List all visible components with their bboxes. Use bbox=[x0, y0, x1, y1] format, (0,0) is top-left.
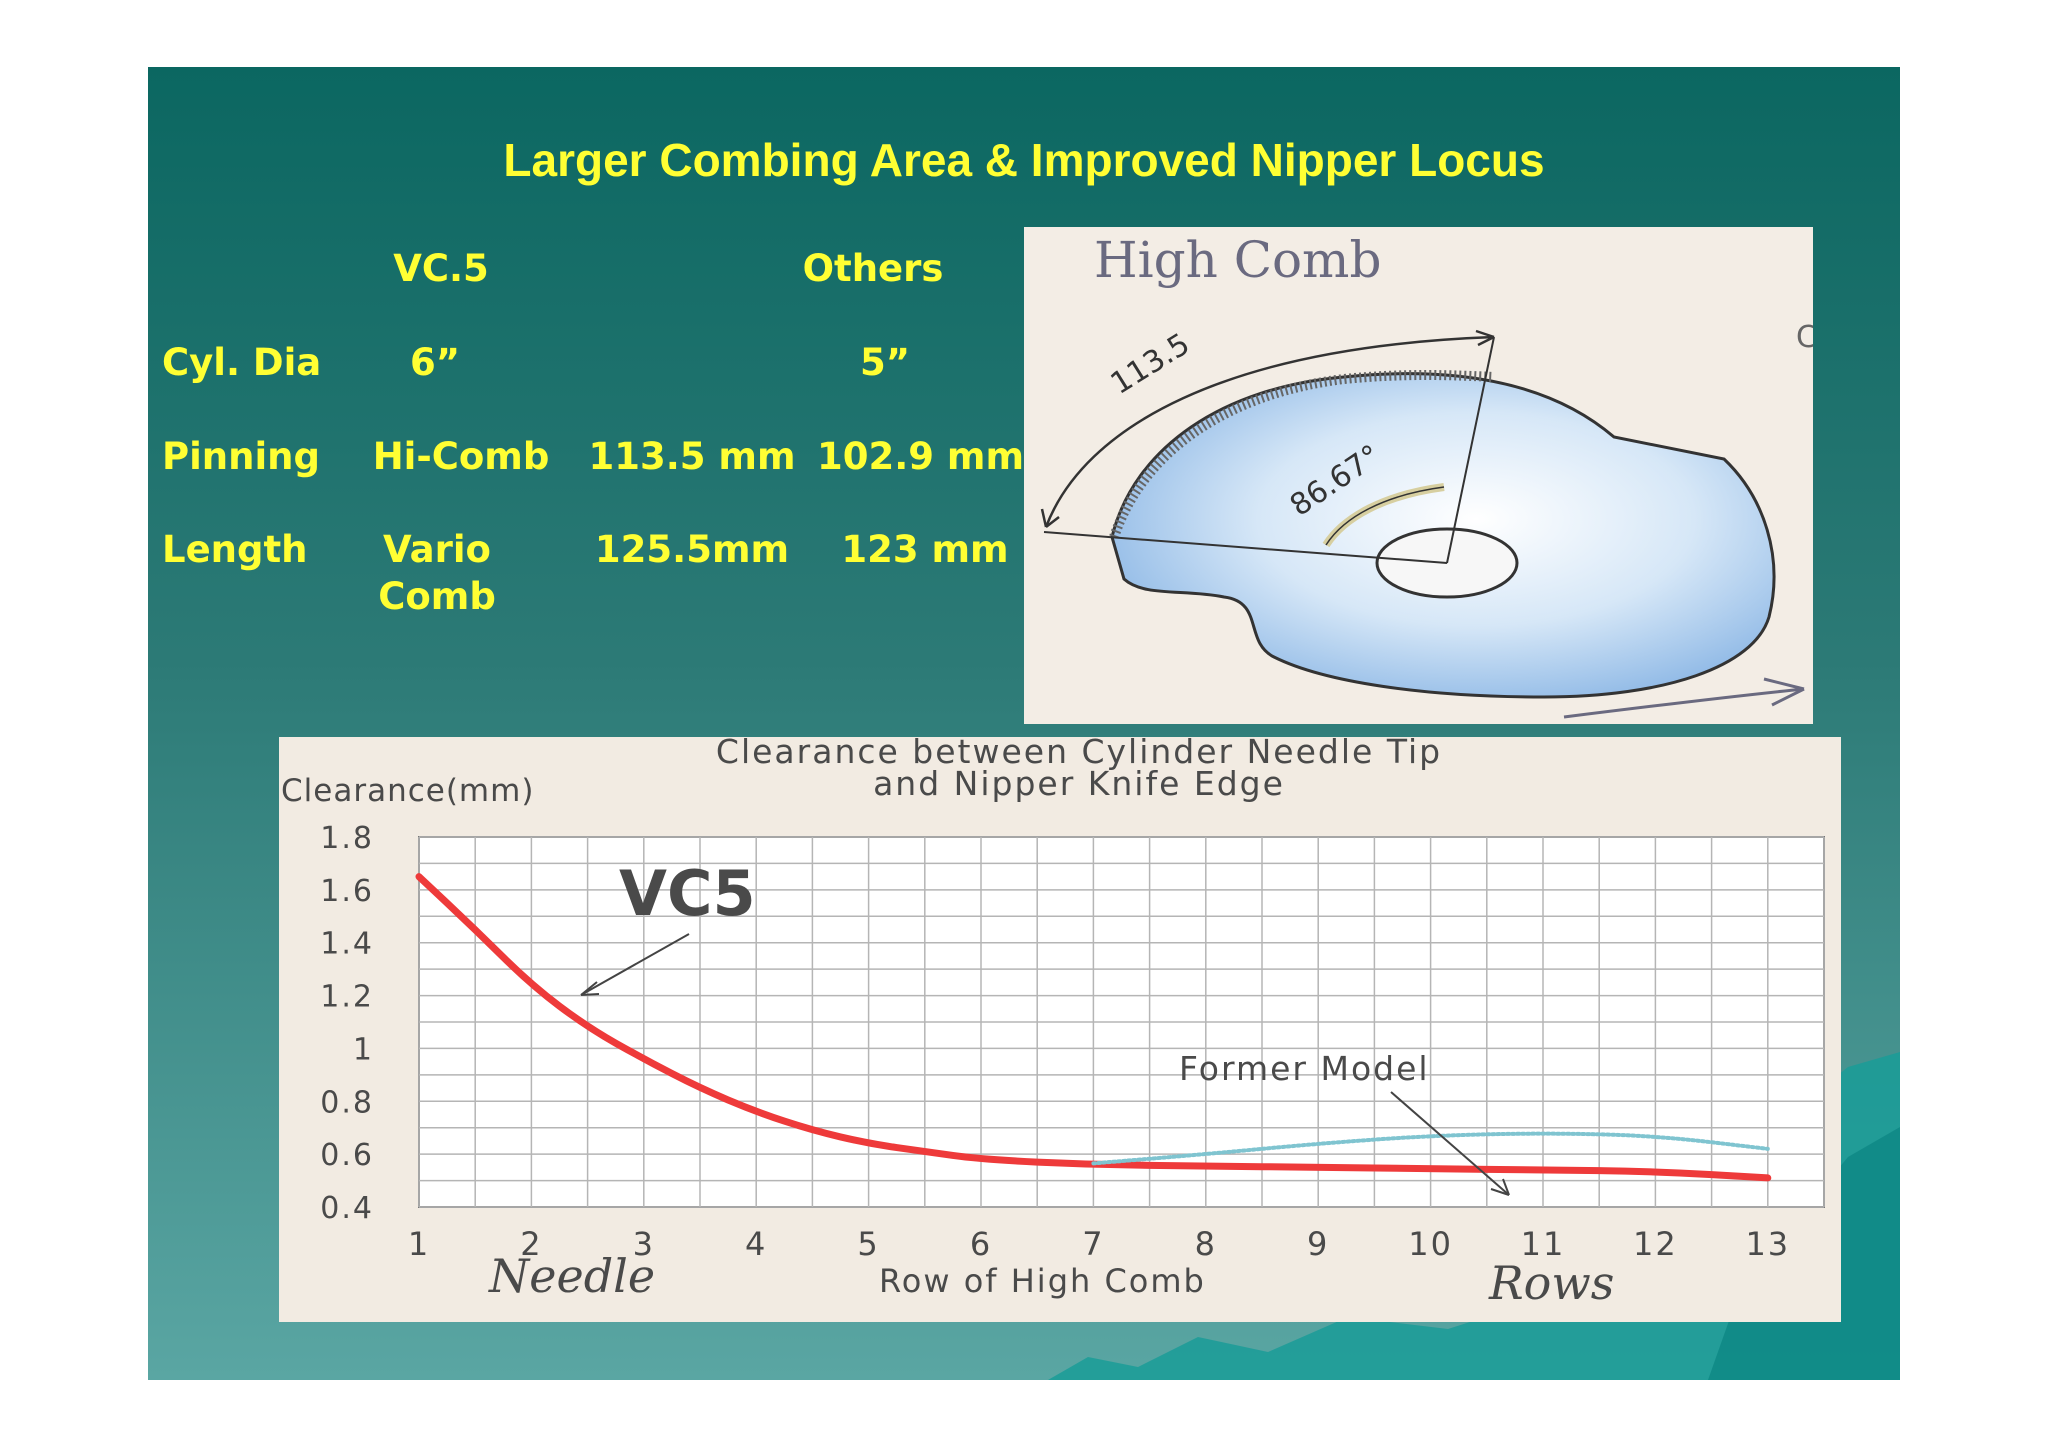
y-tick-label: 1 bbox=[353, 1032, 374, 1067]
chart-grid bbox=[418, 836, 1825, 1208]
y-tick-label: 1.4 bbox=[320, 927, 374, 962]
x-tick-label: 2 bbox=[520, 1225, 542, 1263]
x-tick-label: 7 bbox=[1082, 1225, 1104, 1263]
x-label-handwritten-left: Needle bbox=[488, 1249, 655, 1303]
row-label-pinning: Pinning bbox=[162, 435, 320, 478]
direction-arrow bbox=[1563, 687, 1805, 719]
clearance-chart: Clearance between Cylinder Needle Tip an… bbox=[279, 737, 1841, 1322]
length-others: 123 mm bbox=[841, 528, 1009, 571]
arc-dimension bbox=[1044, 335, 1495, 528]
diagram-caption: High Comb bbox=[1094, 231, 1381, 289]
series-lines bbox=[415, 873, 1772, 1182]
x-tick-label: 8 bbox=[1195, 1225, 1217, 1263]
chart-title-line1: Clearance between Cylinder Needle Tip bbox=[716, 737, 1442, 771]
length-vc5-name-line1: Vario bbox=[383, 528, 491, 571]
series-line-vc5 bbox=[415, 873, 1772, 1182]
comb-teeth bbox=[1109, 370, 1495, 539]
length-vc5-value: 125.5mm bbox=[594, 528, 790, 571]
x-tick-label: 12 bbox=[1633, 1225, 1678, 1263]
y-tick-label: 0.6 bbox=[320, 1138, 374, 1173]
high-comb-diagram: High Comb C 113.5 86.67° bbox=[1024, 227, 1813, 724]
x-tick-labels: 1 2 3 4 5 6 7 8 9 10 11 12 13 bbox=[408, 1225, 1790, 1263]
header-vc5: VC.5 bbox=[393, 247, 489, 290]
x-label-handwritten-right: Rows bbox=[1488, 1256, 1614, 1310]
row-label-cyl-dia: Cyl. Dia bbox=[162, 341, 322, 384]
y-tick-label: 1.2 bbox=[320, 980, 374, 1015]
pinning-others: 102.9 mm bbox=[817, 435, 1025, 478]
pinning-vc5-value: 113.5 mm bbox=[588, 435, 796, 478]
vc5-series-annotation: VC5 bbox=[619, 857, 756, 930]
chart-title-line2: and Nipper Knife Edge bbox=[873, 764, 1285, 803]
y-tick-label: 1.6 bbox=[320, 874, 374, 909]
row-label-length: Length bbox=[162, 528, 308, 571]
y-axis-label: Clearance(mm) bbox=[281, 773, 534, 809]
y-tick-label: 1.8 bbox=[320, 821, 374, 856]
x-tick-label: 5 bbox=[857, 1225, 879, 1263]
cyl-dia-others: 5” bbox=[859, 341, 911, 384]
former-model-annotation-arrow bbox=[1390, 1091, 1510, 1196]
x-tick-label: 3 bbox=[633, 1225, 655, 1263]
x-tick-label: 13 bbox=[1745, 1225, 1790, 1263]
x-tick-label: 9 bbox=[1307, 1225, 1329, 1263]
radius-line-left bbox=[1043, 531, 1448, 564]
length-vc5-name-line2: Comb bbox=[378, 575, 496, 618]
y-tick-labels: 1.8 1.6 1.4 1.2 1 0.8 0.6 0.4 bbox=[320, 821, 374, 1226]
x-tick-label: 6 bbox=[970, 1225, 992, 1263]
former-model-annotation: Former Model bbox=[1179, 1049, 1430, 1088]
y-tick-label: 0.8 bbox=[320, 1085, 374, 1120]
x-axis-label: Row of High Comb bbox=[879, 1262, 1206, 1300]
y-tick-label: 0.4 bbox=[320, 1191, 374, 1226]
x-tick-label: 1 bbox=[408, 1225, 430, 1263]
pinning-vc5-name: Hi-Comb bbox=[372, 435, 550, 478]
arc-length-label: 113.5 bbox=[1105, 327, 1196, 402]
series-line-former-model bbox=[1091, 1131, 1770, 1166]
x-tick-label: 4 bbox=[745, 1225, 767, 1263]
slide: Larger Combing Area & Improved Nipper Lo… bbox=[148, 67, 1900, 1380]
x-tick-label: 11 bbox=[1521, 1225, 1566, 1263]
cyl-dia-vc5: 6” bbox=[409, 341, 461, 384]
radius-line-top bbox=[1446, 336, 1495, 564]
x-tick-label: 10 bbox=[1408, 1225, 1453, 1263]
slide-title: Larger Combing Area & Improved Nipper Lo… bbox=[503, 134, 1545, 186]
corner-mark: C bbox=[1796, 320, 1813, 355]
vc5-annotation-arrow bbox=[580, 933, 690, 996]
header-others: Others bbox=[802, 247, 944, 290]
